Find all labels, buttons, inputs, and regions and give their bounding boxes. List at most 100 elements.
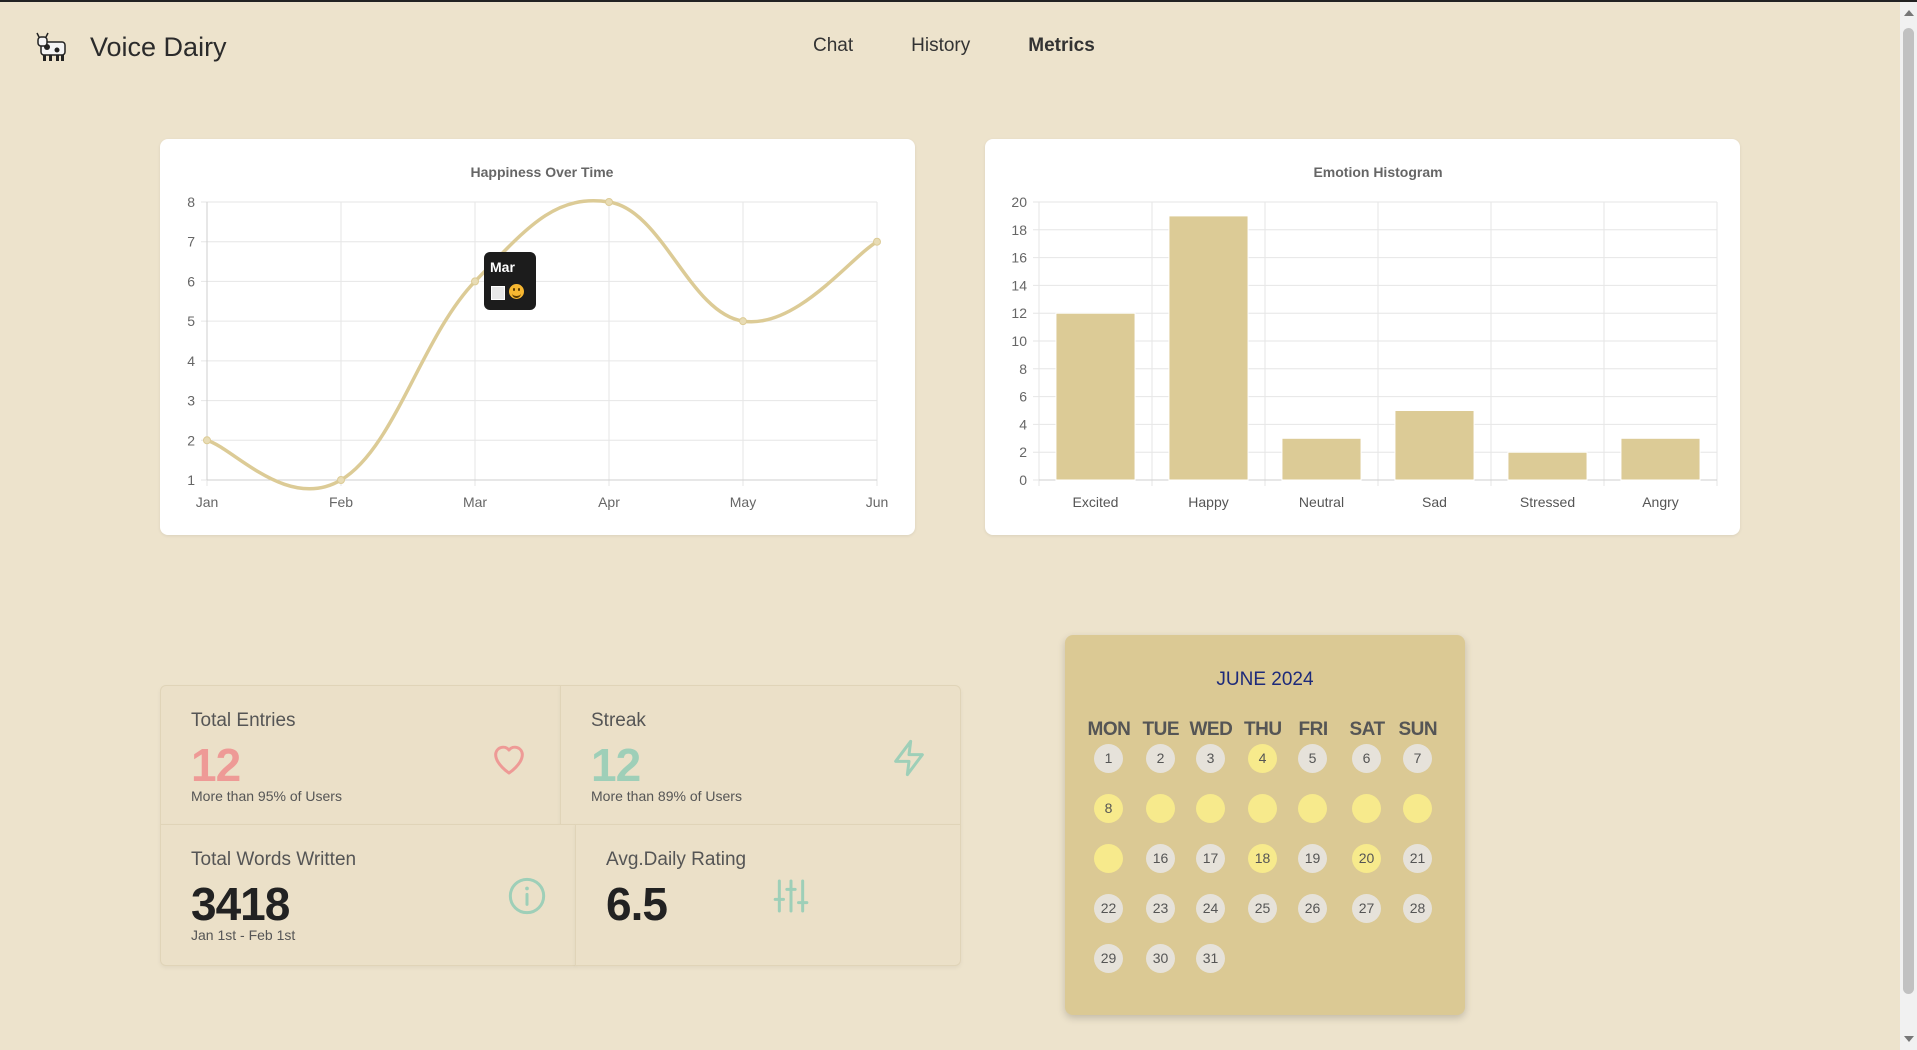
calendar-day[interactable]: 7	[1403, 744, 1432, 773]
bar-neutral	[1281, 437, 1362, 481]
calendar-day[interactable]: 31	[1196, 944, 1225, 973]
stat-subtext: More than 95% of Users	[191, 788, 342, 804]
y-tick-label: 6	[187, 273, 195, 289]
stat-value: 6.5	[606, 878, 668, 930]
calendar-day[interactable]: 18	[1248, 844, 1277, 873]
calendar-day[interactable]: 3	[1196, 744, 1225, 773]
bar-excited	[1055, 312, 1136, 481]
info-icon	[508, 877, 546, 915]
calendar-day[interactable]	[1094, 844, 1123, 873]
calendar-day[interactable]: 23	[1146, 894, 1175, 923]
scroll-down-arrow-icon[interactable]	[1904, 1036, 1914, 1042]
calendar-day[interactable]	[1298, 794, 1327, 823]
calendar-day[interactable]	[1196, 794, 1225, 823]
bar-happy	[1168, 215, 1249, 481]
calendar-day[interactable]	[1403, 794, 1432, 823]
y-tick-label: 12	[1011, 305, 1027, 321]
stat-label: Total Words Written	[191, 849, 357, 870]
emotion-histogram-card: Emotion Histogram 0 2 4 6 8 10 12 14 16 18 20 Excite…	[985, 139, 1740, 535]
calendar-day[interactable]: 27	[1352, 894, 1381, 923]
y-tick-label: 10	[1011, 333, 1027, 349]
brand[interactable]: Voice Dairy	[36, 30, 227, 64]
calendar-day[interactable]: 8	[1094, 794, 1123, 823]
weekday-sun: SUN	[1398, 719, 1438, 740]
calendar-day[interactable]: 6	[1352, 744, 1381, 773]
heart-icon	[494, 745, 524, 775]
y-tick-label: 3	[187, 393, 195, 409]
data-point	[203, 436, 211, 445]
app-title: Voice Dairy	[90, 31, 227, 62]
calendar-day[interactable]: 5	[1298, 744, 1327, 773]
calendar-day[interactable]: 26	[1298, 894, 1327, 923]
calendar-day[interactable]: 19	[1298, 844, 1327, 873]
chart-title: Emotion Histogram	[1313, 164, 1442, 180]
calendar-day[interactable]: 1	[1094, 744, 1123, 773]
stat-streak: Streak 12 More than 89% of Users	[560, 685, 961, 825]
smiley-emoji-icon	[509, 284, 524, 299]
sliders-icon	[773, 879, 809, 913]
calendar-day[interactable]: 24	[1196, 894, 1225, 923]
nav-metrics[interactable]: Metrics	[1028, 35, 1095, 56]
calendar-day[interactable]: 22	[1094, 894, 1123, 923]
stat-total-words: Total Words Written 3418 Jan 1st - Feb 1…	[160, 824, 576, 966]
x-tick-label: May	[730, 494, 756, 510]
nav-chat[interactable]: Chat	[813, 35, 854, 56]
x-tick-label: Sad	[1422, 494, 1447, 510]
stat-value: 3418	[191, 878, 290, 930]
stat-value: 12	[191, 739, 241, 791]
y-tick-label: 8	[187, 194, 195, 210]
calendar-day[interactable]: 21	[1403, 844, 1432, 873]
calendar-day[interactable]: 28	[1403, 894, 1432, 923]
y-tick-label: 2	[187, 432, 195, 448]
calendar-day[interactable]: 2	[1146, 744, 1175, 773]
cow-logo-icon	[36, 32, 66, 61]
calendar-day[interactable]: 20	[1352, 844, 1381, 873]
nav-history[interactable]: History	[911, 35, 971, 56]
weekday-fri: FRI	[1298, 719, 1329, 740]
tooltip-label: Mar	[490, 259, 515, 275]
scroll-up-arrow-icon[interactable]	[1904, 10, 1914, 16]
data-point	[605, 198, 613, 206]
x-tick-label: Happy	[1188, 494, 1228, 510]
data-point	[739, 317, 747, 326]
calendar-day[interactable]: 30	[1146, 944, 1175, 973]
data-point	[337, 476, 345, 484]
stat-avg-rating: Avg.Daily Rating 6.5	[575, 824, 961, 966]
weekday-thu: THU	[1244, 719, 1282, 740]
y-tick-label: 16	[1011, 250, 1027, 266]
calendar-day[interactable]: 25	[1248, 894, 1277, 923]
calendar: JUNE 2024 MON TUE WED THU FRI SAT SUN 1 2 3 4 5 6 7 8 1…	[1065, 635, 1465, 1015]
x-tick-label: Excited	[1073, 494, 1119, 510]
vertical-scrollbar[interactable]	[1900, 2, 1917, 1050]
calendar-day[interactable]	[1352, 794, 1381, 823]
stat-subtext: More than 89% of Users	[591, 788, 742, 804]
calendar-day[interactable]: 16	[1146, 844, 1175, 873]
y-tick-label: 2	[1019, 444, 1027, 460]
calendar-day[interactable]	[1248, 794, 1277, 823]
bar-sad	[1394, 410, 1475, 481]
calendar-day[interactable]: 29	[1094, 944, 1123, 973]
emotion-histogram: Emotion Histogram 0 2 4 6 8 10 12 14 16 18 20 Excite…	[1011, 164, 1718, 510]
bar-angry	[1620, 437, 1701, 481]
data-point	[471, 277, 479, 286]
main-nav: Chat History Metrics	[813, 35, 1095, 57]
y-tick-label: 20	[1011, 194, 1027, 210]
happiness-chart: Happiness Over Time 1 2 3 4 5 6 7 8 Jan Feb Mar Apr M…	[187, 164, 888, 510]
data-point	[873, 237, 881, 246]
happiness-series-line	[206, 199, 878, 491]
calendar-day[interactable]: 17	[1196, 844, 1225, 873]
scrollbar-thumb[interactable]	[1903, 28, 1914, 994]
y-tick-label: 1	[187, 472, 195, 488]
happiness-chart-card: Happiness Over Time 1 2 3 4 5 6 7 8 Jan Feb Mar Apr M…	[160, 139, 915, 535]
calendar-day[interactable]: 4	[1248, 744, 1277, 773]
chart-title: Happiness Over Time	[471, 164, 614, 180]
tooltip-swatch	[491, 286, 505, 300]
stat-total-entries: Total Entries 12 More than 95% of Users	[160, 685, 561, 825]
y-tick-label: 6	[1019, 389, 1027, 405]
x-tick-label: Stressed	[1520, 494, 1575, 510]
weekday-sat: SAT	[1349, 719, 1386, 740]
y-tick-label: 5	[187, 313, 195, 329]
y-tick-label: 0	[1019, 472, 1027, 488]
y-tick-label: 4	[1019, 416, 1027, 432]
calendar-day[interactable]	[1146, 794, 1175, 823]
